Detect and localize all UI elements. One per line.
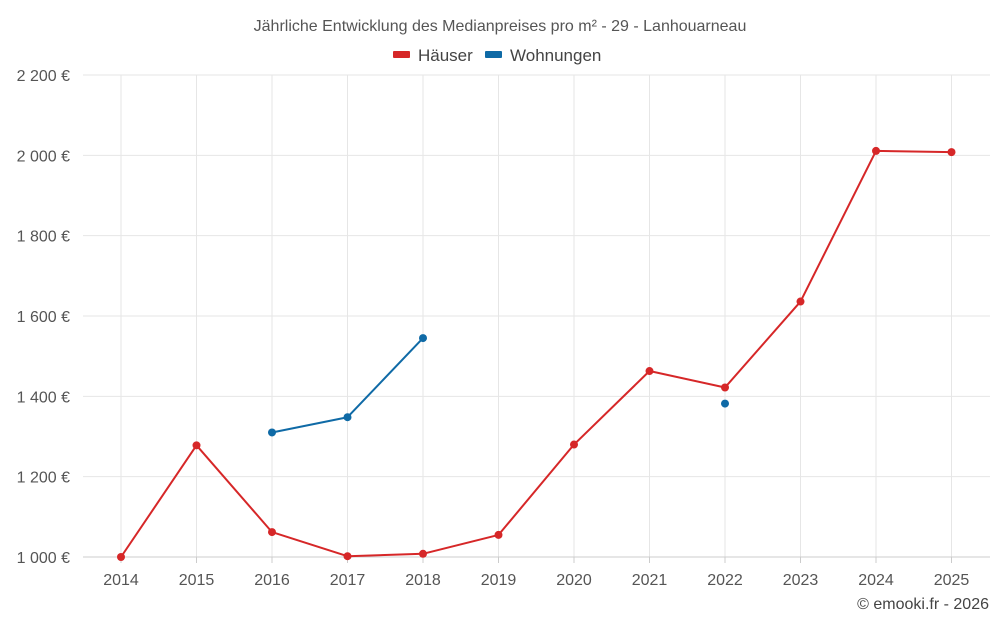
y-tick-label: 2 200 € — [17, 68, 70, 85]
y-tick-label: 1 400 € — [17, 389, 70, 406]
data-point-haeuser[interactable] — [947, 148, 956, 157]
data-point-wohnungen[interactable] — [343, 413, 352, 422]
data-point-wohnungen[interactable] — [268, 428, 276, 437]
legend-swatch-wohnungen — [485, 51, 502, 58]
series — [117, 146, 956, 561]
legend-label-wohnungen: Wohnungen — [510, 46, 601, 65]
x-tick-label: 2019 — [481, 572, 517, 589]
series-haeuser — [117, 146, 956, 561]
data-point-wohnungen[interactable] — [419, 334, 427, 343]
data-point-haeuser[interactable] — [872, 146, 880, 155]
y-tick-label: 1 000 € — [17, 550, 70, 567]
credit-text: © emooki.fr - 2026 — [857, 596, 989, 613]
y-tick-label: 1 800 € — [17, 229, 70, 246]
y-tick-label: 2 000 € — [17, 148, 70, 165]
data-point-haeuser[interactable] — [494, 530, 503, 539]
legend-swatch-haeuser — [393, 51, 410, 58]
x-tick-label: 2015 — [179, 572, 215, 589]
data-point-haeuser[interactable] — [268, 528, 276, 537]
data-point-haeuser[interactable] — [117, 553, 125, 561]
data-point-haeuser[interactable] — [343, 552, 352, 561]
data-point-haeuser[interactable] — [419, 549, 427, 558]
x-tick-label: 2016 — [254, 572, 290, 589]
data-point-haeuser[interactable] — [192, 441, 201, 450]
y-tick-label: 1 600 € — [17, 309, 70, 326]
y-tick-label: 1 200 € — [17, 470, 70, 487]
x-tick-label: 2023 — [783, 572, 819, 589]
data-point-haeuser[interactable] — [721, 383, 729, 392]
chart-title: Jährliche Entwicklung des Medianpreises … — [254, 18, 747, 35]
x-tick-label: 2025 — [934, 572, 970, 589]
legend-item-haeuser[interactable]: Häuser — [393, 46, 473, 65]
data-point-haeuser[interactable] — [796, 297, 805, 306]
x-tick-label: 2024 — [858, 572, 894, 589]
series-wohnungen — [268, 334, 729, 437]
grid — [83, 74, 990, 558]
legend[interactable]: Häuser Wohnungen — [393, 46, 601, 65]
x-tick-label: 2018 — [405, 572, 441, 589]
x-tick-label: 2022 — [707, 572, 743, 589]
x-tick-label: 2014 — [103, 572, 139, 589]
legend-label-haeuser: Häuser — [418, 46, 473, 65]
series-line-haeuser — [120, 149, 952, 558]
x-tick-label: 2017 — [330, 572, 366, 589]
data-point-haeuser[interactable] — [645, 367, 654, 376]
data-point-wohnungen[interactable] — [721, 399, 729, 408]
x-tick-label: 2021 — [632, 572, 668, 589]
legend-item-wohnungen[interactable]: Wohnungen — [485, 46, 601, 65]
axes: 1 000 € 1 200 € 1 400 € 1 600 € 1 800 € 2 000… — [17, 68, 990, 589]
data-point-haeuser[interactable] — [570, 440, 578, 449]
x-tick-label: 2020 — [556, 572, 592, 589]
